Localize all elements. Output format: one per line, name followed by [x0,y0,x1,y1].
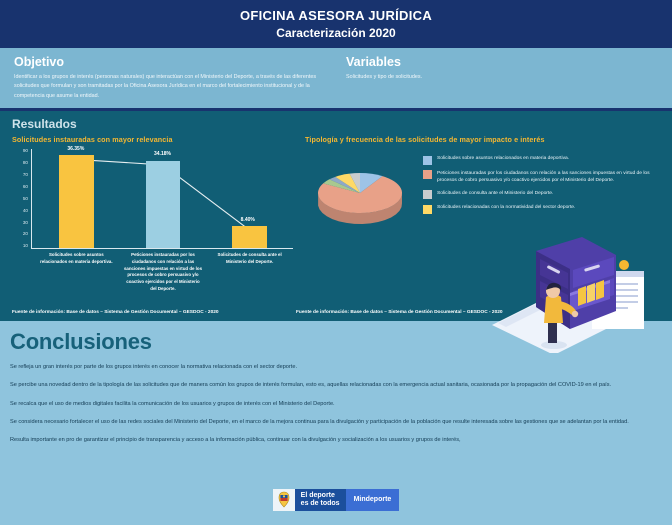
bar-chart-plot-area: 36.35%34.18%8.40% [33,150,293,248]
page-header: OFICINA ASESORA JURÍDICA Caracterización… [0,0,672,48]
pie-chart-svg [305,149,423,241]
logo-line-1: El deporte [301,492,340,500]
objective-section: Objetivo Identificar a los grupos de int… [14,55,336,111]
results-section: Resultados Solicitudes instauradas con m… [0,111,672,321]
conclusion-paragraph-1: Se refleja un gran interés por parte de … [10,362,340,372]
legend-swatch-1 [423,156,432,165]
conclusions-list: Se refleja un gran interés por parte de … [10,362,662,446]
conclusion-paragraph-2: Se percibe una novedad dentro de la tipo… [10,380,662,390]
bar-1 [59,155,94,248]
conclusions-section: Conclusiones Se refleja un gran interés … [0,321,672,525]
source-note-right: Fuente de información: Base de datos – S… [296,310,503,315]
category-label-3: Solicitudes de consulta ante el Minister… [206,252,293,293]
pie-chart-panel: Tipología y frecuencia de las solicitude… [299,135,660,293]
category-label-1: Solicitudes sobre asuntos relacionados e… [33,252,120,293]
legend-item-1: Solicitudes sobre asuntos relacionados e… [423,155,660,165]
legend-swatch-4 [423,205,432,214]
pie-chart [305,149,423,241]
legend-item-3: Solicitudes de consulta ante el Minister… [423,190,660,200]
pie-chart-legend: Solicitudes sobre asuntos relacionados e… [423,149,660,219]
conclusion-paragraph-3: Se recalca que el uso de medios digitale… [10,399,662,409]
results-heading: Resultados [12,117,660,131]
conclusion-paragraph-5: Resulta importante en pro de garantizar … [10,435,662,445]
objective-text: Identificar a los grupos de interés (per… [14,73,318,101]
legend-swatch-2 [423,170,432,179]
page-subtitle: Caracterización 2020 [276,26,395,40]
objective-variables-band: Objetivo Identificar a los grupos de int… [0,48,672,111]
y-axis-tick: 30 [23,221,28,226]
legend-item-4: Solicitudes relacionadas con la normativ… [423,204,660,214]
conclusions-heading: Conclusiones [10,329,662,355]
page-title: OFICINA ASESORA JURÍDICA [240,8,432,23]
y-axis-tick: 40 [23,209,28,214]
variables-section: Variables Solicitudes y tipo de solicitu… [336,55,658,111]
source-note-left: Fuente de información: Base de datos – S… [12,310,219,315]
y-axis-tick: 80 [23,161,28,166]
legend-label-3: Solicitudes de consulta ante el Minister… [437,190,553,198]
legend-item-2: Peticiones instauradas por los ciudadano… [423,170,660,185]
x-axis-line [31,248,293,249]
bar-chart-panel: Solicitudes instauradas con mayor releva… [12,135,299,293]
x-axis-category-labels: Solicitudes sobre asuntos relacionados e… [33,252,293,293]
bar-2 [146,161,181,248]
bar-chart-title: Solicitudes instauradas con mayor releva… [12,135,299,144]
bar-chart: 90 80 70 60 50 40 30 20 10 36.35% 34.18% 8.40% [12,149,294,249]
variables-heading: Variables [346,55,640,69]
bar-data-label-2: 34.18% [154,151,171,157]
y-axis-tick: 50 [23,197,28,202]
el-deporte-es-de-todos-logo: El deporte es de todos [295,489,346,511]
legend-label-4: Solicitudes relacionadas con la normativ… [437,204,575,212]
mindeporte-logo: Mindeporte [346,489,400,511]
y-axis-tick: 20 [23,232,28,237]
y-axis-tick: 60 [23,185,28,190]
legend-swatch-3 [423,190,432,199]
results-panels: Solicitudes instauradas con mayor releva… [12,135,660,293]
legend-label-1: Solicitudes sobre asuntos relacionados e… [437,155,569,163]
pie-chart-title: Tipología y frecuencia de las solicitude… [305,135,660,144]
y-axis-tick: 90 [23,149,28,154]
colombia-coat-of-arms-icon [273,489,295,511]
conclusion-paragraph-4: Se considera necesario fortalecer el uso… [10,417,662,427]
bar-3 [232,226,267,248]
objective-heading: Objetivo [14,55,318,69]
variables-text: Solicitudes y tipo de solicitudes. [346,73,640,82]
pie-chart-row: Solicitudes sobre asuntos relacionados e… [305,149,660,241]
y-axis-tick: 70 [23,173,28,178]
legend-label-2: Peticiones instauradas por los ciudadano… [437,170,660,185]
bar-data-label-3: 8.40% [241,217,255,223]
logo-line-2: es de todos [301,500,340,508]
bar-data-label-1: 36.35% [67,146,84,152]
category-label-2: Peticiones instauradas por los ciudadano… [120,252,207,293]
footer-logos: El deporte es de todos Mindeporte [0,489,672,511]
y-axis-tick: 10 [23,244,28,249]
y-axis: 90 80 70 60 50 40 30 20 10 [12,149,30,249]
